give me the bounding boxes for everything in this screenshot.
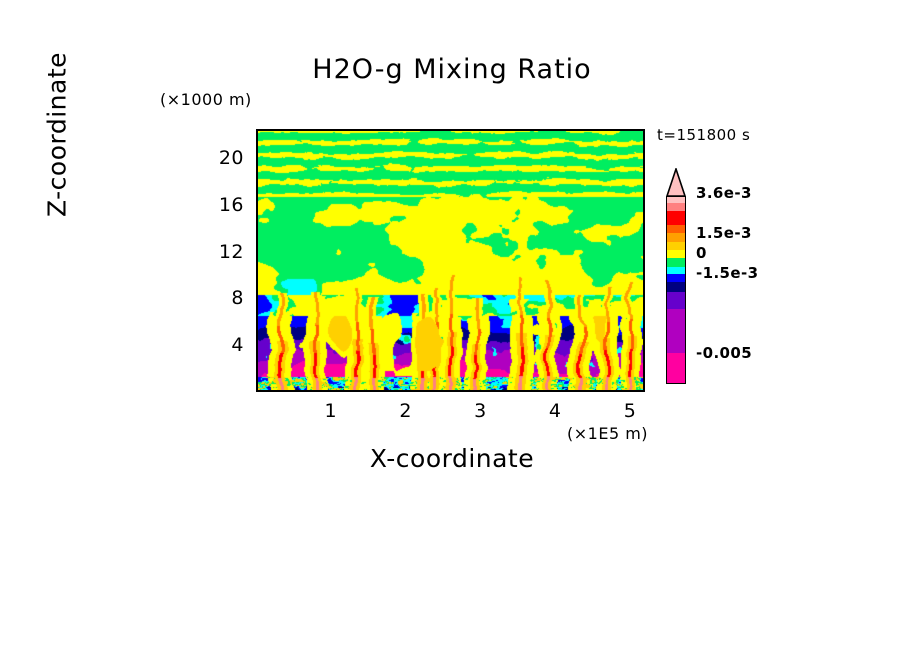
- colorbar-band: [667, 308, 685, 354]
- plot-area: [256, 129, 645, 392]
- colorbar-band: [667, 258, 685, 267]
- colorbar-extend-arrow-icon: [666, 168, 686, 197]
- colorbar-band: [667, 224, 685, 234]
- colorbar-band: [667, 197, 685, 203]
- colorbar-band: [667, 353, 685, 383]
- colorbar: 3.6e-3 1.5e-3 0 -1.5e-3 -0.005: [666, 168, 758, 384]
- x-tick-label: 3: [474, 400, 487, 422]
- timestamp-label: t=151800 s: [657, 126, 751, 144]
- y-axis-units-label: (×1000 m): [160, 90, 252, 109]
- colorbar-bands: [666, 196, 686, 384]
- x-tick-label: 2: [399, 400, 412, 422]
- colorbar-band: [667, 241, 685, 250]
- colorbar-tick-label: 3.6e-3: [696, 183, 752, 202]
- x-axis-ticks: 1 2 3 4 5: [256, 394, 645, 424]
- colorbar-band: [667, 282, 685, 292]
- y-axis-label: Z-coordinate: [42, 51, 72, 218]
- x-tick-label: 4: [548, 400, 562, 422]
- page-title: H2O-g Mixing Ratio: [312, 54, 592, 85]
- colorbar-band: [667, 266, 685, 275]
- colorbar-band: [667, 210, 685, 225]
- colorbar-band: [667, 233, 685, 242]
- x-axis-units-label: (×1E5 m): [567, 424, 649, 443]
- contour-field: [258, 131, 643, 390]
- colorbar-tick-label: 1.5e-3: [696, 223, 752, 242]
- colorbar-band: [667, 202, 685, 211]
- colorbar-tick-label: -1.5e-3: [696, 263, 759, 282]
- y-tick-label: 4: [231, 334, 244, 357]
- colorbar-band: [667, 249, 685, 259]
- colorbar-band: [667, 274, 685, 283]
- y-tick-label: 20: [218, 147, 244, 170]
- colorbar-band: [667, 291, 685, 309]
- x-tick-label: 1: [324, 400, 338, 422]
- y-tick-label: 12: [218, 240, 244, 263]
- x-tick-label: 5: [623, 400, 637, 422]
- y-axis-ticks: 4 8 12 16 20: [196, 129, 252, 392]
- x-axis-label: X-coordinate: [369, 444, 535, 473]
- colorbar-tick-label: -0.005: [696, 343, 753, 362]
- y-tick-label: 16: [218, 193, 244, 216]
- y-tick-label: 8: [231, 287, 244, 310]
- colorbar-tick-label: 0: [696, 244, 707, 263]
